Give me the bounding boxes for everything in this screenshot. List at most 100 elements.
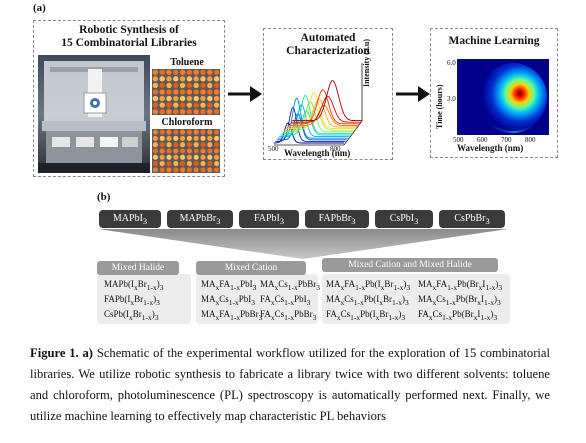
- ml-xtick-700: 700: [501, 136, 512, 144]
- spectrum-line: [289, 89, 360, 125]
- plate-well: [186, 142, 192, 148]
- figure-caption: Figure 1. a) Schematic of the experiment…: [30, 343, 550, 427]
- ml-xtick-500: 500: [453, 136, 464, 144]
- plate-well: [152, 82, 159, 89]
- plate-well: [159, 102, 165, 108]
- plate-well: [152, 109, 159, 115]
- plate-well: [166, 135, 172, 141]
- plate-well: [173, 89, 179, 95]
- plate-well: [179, 76, 186, 82]
- plate-well: [179, 82, 186, 89]
- plate-well: [207, 76, 213, 82]
- plate-well: [152, 148, 158, 154]
- plate-well: [207, 167, 213, 173]
- spectra-ylabel: Intensity (a.u): [362, 38, 371, 87]
- chloroform-plate: [152, 129, 220, 173]
- plate-well: [159, 89, 165, 95]
- ml-ytick-top: 6.0: [447, 59, 456, 67]
- spectrum-line: [292, 80, 363, 122]
- spectra-xtick-right: 800: [330, 145, 341, 153]
- plate-well: [159, 82, 165, 89]
- synthesis-title-line1: Robotic Synthesis of: [79, 24, 179, 36]
- plate-well: [207, 154, 213, 160]
- plate-well: [173, 109, 179, 115]
- formula-cation-1: MAxFA1-xPbI3: [201, 279, 257, 292]
- plate-well: [180, 148, 186, 154]
- plate-well: [200, 82, 206, 89]
- panel-a-label: (a): [33, 2, 46, 14]
- characterization-title-line2: Characterization: [286, 45, 370, 57]
- plate-well: [152, 95, 159, 102]
- plate-well: [173, 154, 179, 160]
- plate-well: [214, 135, 220, 141]
- plate-well: [179, 89, 186, 95]
- spectrum-line: [287, 98, 357, 128]
- formula-both-2: MAxCs1-xPb(IxBr1-x)3: [326, 294, 409, 307]
- plate-well: [186, 154, 192, 160]
- funnel-shape: [98, 229, 508, 259]
- plate-well: [173, 142, 179, 148]
- plate-well: [186, 76, 193, 82]
- plate-well: [193, 129, 199, 135]
- plate-well: [200, 102, 206, 108]
- plate-well: [214, 148, 220, 154]
- plate-well: [186, 167, 192, 173]
- plate-well: [213, 102, 220, 108]
- plate-well: [214, 129, 220, 135]
- ml-ylabel: Time (hours): [435, 84, 444, 129]
- plate-well: [173, 161, 179, 167]
- plate-well: [152, 161, 158, 167]
- plate-well: [200, 135, 206, 141]
- plate-well: [213, 95, 220, 102]
- plate-well: [159, 142, 165, 148]
- plate-well: [152, 154, 158, 160]
- precursor-cspbbr3: CsPbBr3: [439, 210, 505, 228]
- plate-well: [152, 102, 159, 108]
- plate-well: [166, 167, 172, 173]
- plate-well: [180, 142, 186, 148]
- plate-well: [173, 129, 179, 135]
- toluene-plate: [152, 69, 220, 115]
- synthesis-title-line2: 15 Combinatorial Libraries: [61, 37, 197, 49]
- plate-well: [200, 142, 206, 148]
- plate-well: [180, 154, 186, 160]
- plate-well: [152, 89, 159, 95]
- mixed-halide-tab: Mixed Halide: [97, 261, 179, 275]
- formula-both-6: FAxCs1-xPb(BrxI1-x)3: [418, 309, 498, 322]
- caption-lead: Figure 1. a): [30, 346, 94, 360]
- plate-well: [207, 161, 213, 167]
- plate-well: [200, 109, 206, 115]
- plate-well: [200, 161, 206, 167]
- plate-well: [200, 89, 206, 95]
- plate-well: [193, 82, 199, 89]
- formula-halide-2: FAPb(IxBr1-x)3: [104, 294, 160, 307]
- plate-well: [193, 148, 199, 154]
- plate-well: [152, 142, 158, 148]
- plate-well: [213, 89, 220, 95]
- plate-well: [186, 95, 193, 102]
- plate-well: [213, 76, 220, 82]
- mixed-cation-tab: Mixed Cation: [196, 261, 306, 275]
- plate-well: [159, 148, 165, 154]
- pl-spectra-plot: [274, 63, 363, 146]
- plate-well: [166, 129, 172, 135]
- plate-well: [166, 95, 172, 102]
- formula-cation-6: FAxCs1-xPbBr3: [260, 309, 317, 322]
- plate-well: [193, 161, 199, 167]
- plate-well: [166, 109, 172, 115]
- plate-well: [207, 135, 213, 141]
- plate-well: [180, 161, 186, 167]
- plate-well: [193, 102, 199, 108]
- plate-toluene-label: Toluene: [170, 57, 204, 68]
- plate-well: [152, 69, 159, 75]
- formula-both-3: FAxCs1-xPb(IxBr1-x)3: [326, 309, 406, 322]
- plate-well: [186, 161, 192, 167]
- spectra-xtick-left: 500: [268, 145, 279, 153]
- formula-cation-3: MAxFA1-xPbBr3: [201, 309, 263, 322]
- plate-well: [179, 109, 186, 115]
- plate-well: [200, 76, 206, 82]
- formula-halide-3: CsPb(IxBr1-x)3: [104, 309, 159, 322]
- plate-well: [193, 95, 199, 102]
- precursor-mapbi3: MAPbI3: [99, 210, 161, 228]
- plate-well: [214, 142, 220, 148]
